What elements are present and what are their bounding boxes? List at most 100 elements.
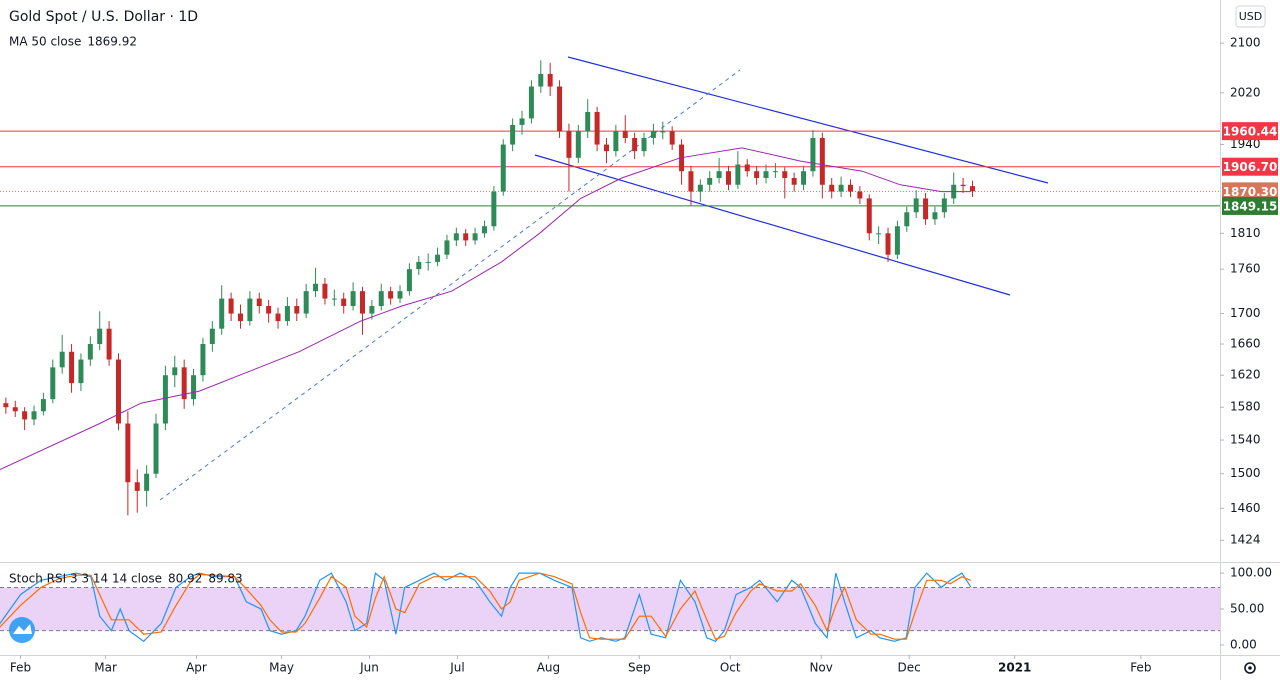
candle-body bbox=[491, 191, 497, 227]
candle-body bbox=[481, 226, 487, 234]
candle-body bbox=[313, 283, 319, 292]
candle-body bbox=[894, 226, 900, 255]
candle-body bbox=[144, 473, 150, 491]
plot: 1424 1460 1500 1540 1580 1620 1660 1700 1760 1810… bbox=[0, 36, 1278, 675]
candle-body bbox=[547, 73, 553, 87]
x-tick-label: May bbox=[269, 661, 294, 675]
candle-body bbox=[322, 283, 328, 299]
band-fill bbox=[0, 587, 1220, 631]
candle-body bbox=[566, 131, 572, 158]
candle-body bbox=[378, 291, 384, 307]
candle-body bbox=[425, 261, 431, 263]
candle-body bbox=[331, 298, 337, 300]
currency-button[interactable] bbox=[1235, 5, 1266, 28]
candle-body bbox=[453, 233, 459, 241]
price-label-box bbox=[1222, 157, 1278, 176]
candle-body bbox=[866, 198, 872, 234]
y-tick-label: 1620 bbox=[1230, 368, 1261, 382]
candle-body bbox=[885, 233, 891, 255]
candle-body bbox=[359, 291, 365, 314]
candle-body bbox=[744, 164, 750, 172]
candle-body bbox=[284, 306, 290, 322]
x-tick-label: Sep bbox=[628, 661, 651, 675]
candle-body bbox=[59, 351, 65, 368]
y-tick-label: 1760 bbox=[1230, 262, 1261, 276]
y-tick-label: 0.00 bbox=[1230, 637, 1257, 651]
candle-body bbox=[603, 144, 609, 152]
legend-ma-value: 1869.92 bbox=[87, 35, 137, 49]
y-tick-label: 1940 bbox=[1230, 137, 1261, 151]
candle-body bbox=[78, 359, 84, 384]
price-label-box bbox=[1222, 122, 1278, 141]
candle-body bbox=[97, 328, 103, 345]
candle-body bbox=[688, 171, 694, 192]
candle-body bbox=[303, 291, 309, 314]
y-tick-label: 1580 bbox=[1230, 400, 1261, 414]
candle-body bbox=[876, 233, 882, 235]
candle-body bbox=[153, 423, 159, 474]
candle-body bbox=[660, 131, 666, 133]
candle-body bbox=[294, 306, 300, 314]
candle-body bbox=[810, 137, 816, 172]
candle-body bbox=[754, 171, 760, 178]
candle-body bbox=[838, 184, 844, 192]
candle-body bbox=[181, 367, 187, 400]
y-tick-label: 2100 bbox=[1230, 36, 1261, 50]
candle-body bbox=[12, 407, 18, 412]
candle-body bbox=[510, 124, 516, 145]
candle-body bbox=[219, 298, 225, 329]
candle-body bbox=[87, 344, 93, 360]
y-tick-label: 2020 bbox=[1230, 85, 1261, 99]
candle-body bbox=[857, 191, 863, 199]
currency-label[interactable]: USD bbox=[1239, 10, 1263, 23]
candle-body bbox=[557, 86, 563, 132]
candle-body bbox=[716, 171, 722, 178]
candle-body bbox=[932, 212, 938, 220]
settings-button[interactable] bbox=[1244, 662, 1256, 674]
candle-body bbox=[369, 306, 375, 314]
candle-body bbox=[50, 367, 56, 400]
y-tick-label: 1424 bbox=[1230, 533, 1261, 547]
x-tick-label: Mar bbox=[94, 661, 117, 675]
candle-body bbox=[819, 137, 825, 185]
candle-body bbox=[397, 291, 403, 299]
candle-body bbox=[191, 375, 197, 400]
legend-stoch: Stoch RSI 3 3 14 14 close bbox=[9, 572, 162, 586]
candle-body bbox=[960, 184, 966, 187]
candle-body bbox=[247, 298, 253, 322]
y-tick-label: 1810 bbox=[1230, 226, 1261, 240]
candle-body bbox=[632, 137, 638, 152]
candle-body bbox=[416, 261, 422, 270]
candle-body bbox=[969, 186, 975, 192]
candle-body bbox=[275, 313, 281, 322]
x-tick-label: Dec bbox=[898, 661, 921, 675]
candle-body bbox=[641, 137, 647, 152]
candle-body bbox=[528, 86, 534, 119]
price-label-box bbox=[1222, 196, 1278, 215]
candle-body bbox=[585, 111, 591, 132]
candle-body bbox=[172, 367, 178, 376]
candle-body bbox=[904, 212, 910, 227]
settings-dot bbox=[1248, 666, 1252, 670]
candle-body bbox=[209, 328, 215, 345]
price-label: 1870.30 bbox=[1223, 185, 1278, 199]
candle-body bbox=[31, 411, 37, 420]
candle-body bbox=[237, 313, 243, 322]
legend-k-value: 80.92 bbox=[168, 572, 202, 586]
price-label-box bbox=[1222, 182, 1278, 201]
candle-body bbox=[463, 233, 469, 241]
candle-body bbox=[575, 131, 581, 158]
candle-body bbox=[22, 411, 28, 420]
candle-body bbox=[134, 482, 140, 491]
x-tick-label: Nov bbox=[809, 661, 832, 675]
candle-body bbox=[772, 171, 778, 173]
candle-body bbox=[594, 111, 600, 145]
candle-body bbox=[519, 118, 525, 125]
candle-body bbox=[801, 171, 807, 185]
candle-body bbox=[613, 131, 619, 152]
y-tick-label: 1660 bbox=[1230, 337, 1261, 351]
x-tick-label: 2021 bbox=[998, 661, 1031, 675]
candle-body bbox=[350, 291, 356, 307]
candle-body bbox=[500, 144, 506, 192]
candle-body bbox=[106, 328, 112, 360]
